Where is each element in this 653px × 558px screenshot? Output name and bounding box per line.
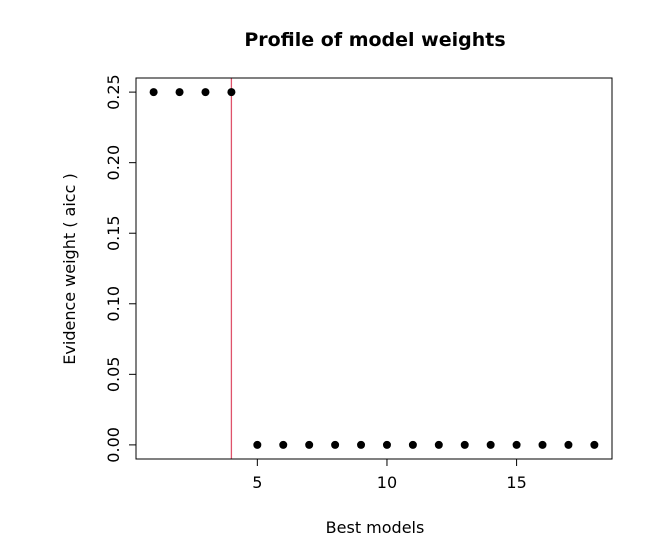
data-point <box>149 88 158 97</box>
data-point <box>460 440 469 449</box>
data-point <box>357 440 366 449</box>
x-tick-label: 10 <box>377 473 397 492</box>
y-tick-label: 0.00 <box>104 427 123 463</box>
y-axis-label: Evidence weight ( aicc ) <box>60 173 79 364</box>
data-point <box>305 440 314 449</box>
data-point <box>279 440 288 449</box>
data-point <box>590 440 599 449</box>
data-point <box>175 88 184 97</box>
data-point <box>382 440 391 449</box>
data-point <box>486 440 495 449</box>
data-point <box>564 440 573 449</box>
y-tick-label: 0.25 <box>104 74 123 110</box>
data-point <box>538 440 547 449</box>
data-point <box>253 440 262 449</box>
data-point <box>201 88 210 97</box>
y-axis: 0.00 0.05 0.10 0.15 0.20 0.25 <box>104 74 137 463</box>
y-tick-label: 0.20 <box>104 145 123 181</box>
x-tick-label: 5 <box>252 473 262 492</box>
data-point <box>408 440 417 449</box>
data-point <box>512 440 521 449</box>
x-tick-label: 15 <box>506 473 526 492</box>
y-tick-label: 0.10 <box>104 286 123 322</box>
x-axis: 5 10 15 <box>252 458 527 492</box>
x-axis-label: Best models <box>326 518 425 537</box>
plot-area <box>135 77 613 460</box>
data-points <box>149 88 599 449</box>
y-tick-label: 0.05 <box>104 357 123 393</box>
data-point <box>331 440 340 449</box>
data-point <box>227 88 236 97</box>
y-tick-label: 0.15 <box>104 215 123 251</box>
data-point <box>434 440 443 449</box>
chart-title: Profile of model weights <box>244 29 505 51</box>
